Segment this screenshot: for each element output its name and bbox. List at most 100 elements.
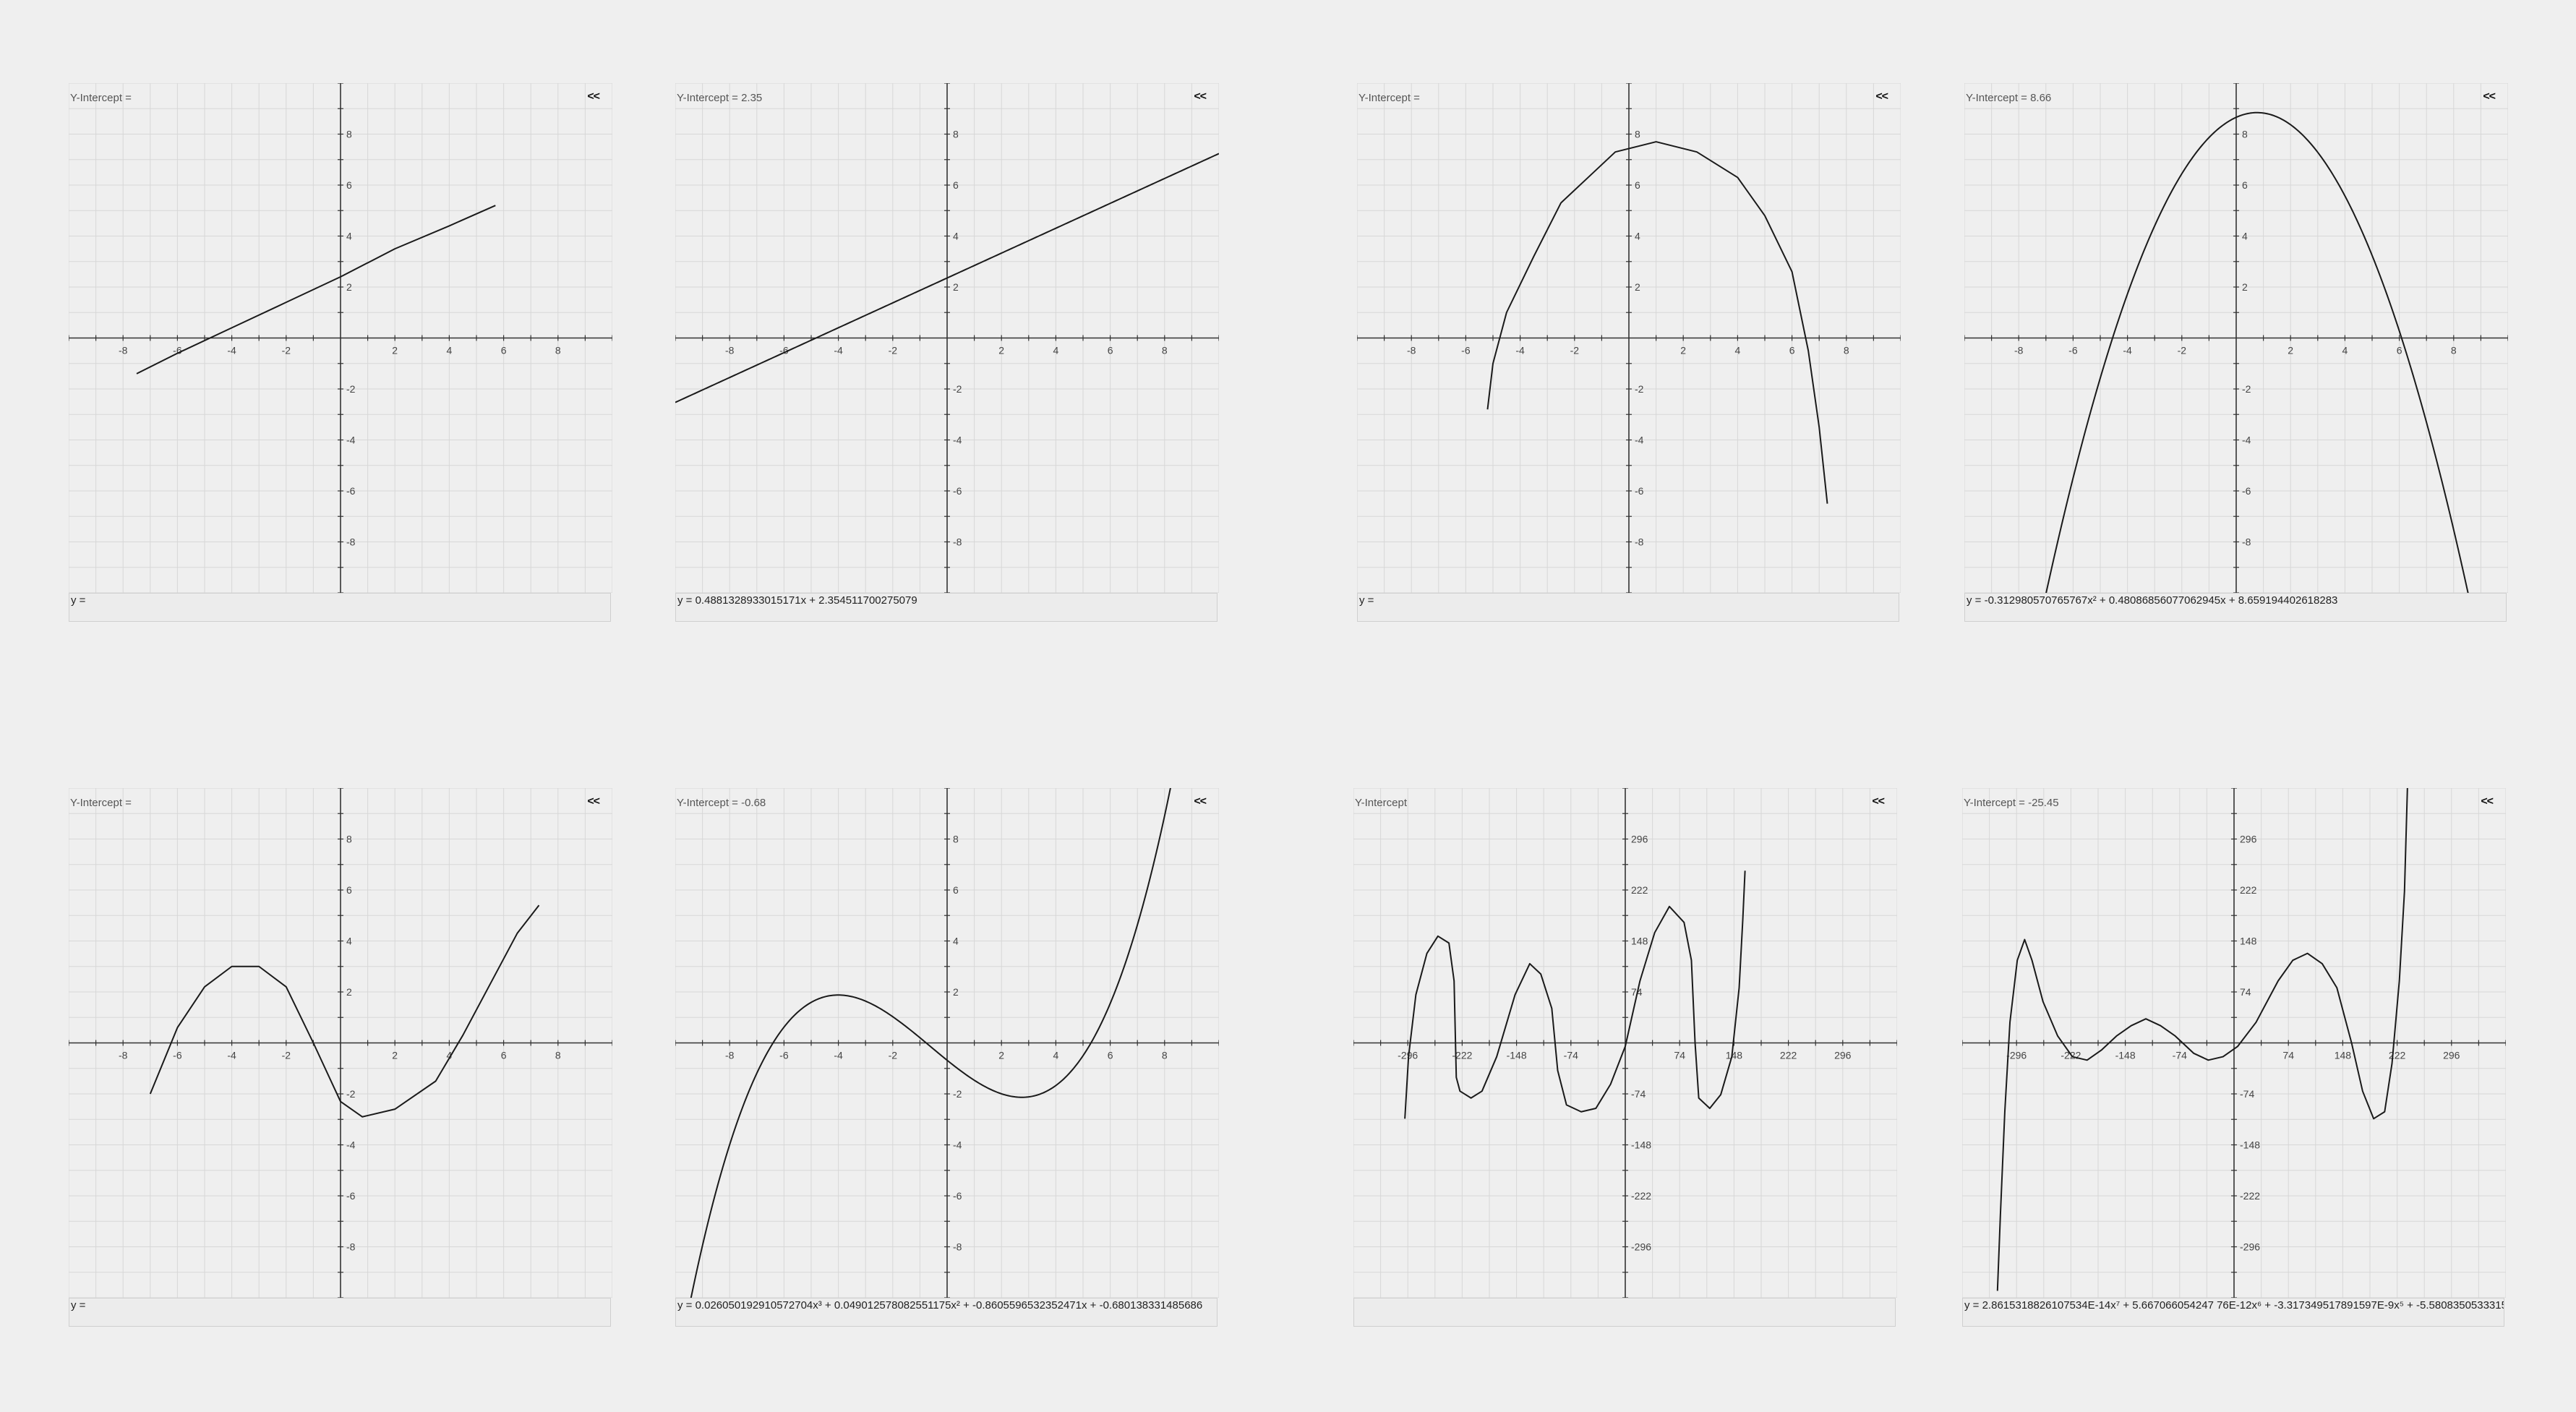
- function-curve: [1404, 870, 1746, 1119]
- y-tick-label: 8: [953, 834, 959, 845]
- equation-field[interactable]: y = 0.026050192910572704x³ + 0.049012578…: [675, 1298, 1218, 1327]
- x-tick-label: -8: [2014, 345, 2024, 356]
- y-tick-label: 296: [1631, 834, 1648, 845]
- x-tick-label: -6: [2068, 345, 2078, 356]
- x-tick-label: -2: [282, 1050, 291, 1061]
- equation-field[interactable]: y = 0.4881328933015171x + 2.354511700275…: [675, 593, 1218, 622]
- x-tick-label: 74: [2282, 1050, 2294, 1061]
- equation-field[interactable]: y =: [69, 1298, 611, 1327]
- plot-panel-7: -296 -296 -222 -222 -148 -148 -74 -74 74 74 148 148…: [1353, 788, 1897, 1345]
- x-tick-label: -8: [119, 1050, 128, 1061]
- x-tick-label: -148: [1507, 1050, 1527, 1061]
- y-tick-label: -4: [1635, 435, 1644, 446]
- function-curve: [675, 153, 1219, 403]
- y-tick-label: -6: [1635, 485, 1644, 497]
- y-tick-label: -222: [1631, 1190, 1651, 1202]
- y-tick-label: 4: [1635, 231, 1640, 242]
- x-tick-label: 8: [1162, 1050, 1168, 1061]
- y-intercept-label: Y-Intercept = 8.66: [1966, 92, 2052, 104]
- x-tick-label: -8: [725, 345, 735, 356]
- x-tick-label: 74: [1674, 1050, 1685, 1061]
- x-tick-label: 4: [1735, 345, 1741, 356]
- y-tick-label: -2: [346, 383, 356, 395]
- y-tick-label: 4: [953, 231, 959, 242]
- equation-field[interactable]: y =: [69, 593, 611, 622]
- y-tick-label: -4: [346, 1139, 356, 1151]
- collapse-button[interactable]: <<: [1194, 90, 1207, 103]
- x-tick-label: 2: [392, 1050, 398, 1061]
- y-tick-label: -74: [1631, 1088, 1646, 1100]
- graph-canvas[interactable]: -296-296-222-222-148-148-74-747474148148…: [1353, 788, 1897, 1298]
- y-tick-label: 2: [2242, 281, 2248, 293]
- x-tick-label: -8: [119, 345, 128, 356]
- y-tick-label: 148: [2240, 936, 2257, 947]
- x-tick-label: -6: [1461, 345, 1471, 356]
- y-intercept-label: Y-Intercept = -25.45: [1964, 797, 2059, 809]
- x-tick-label: 2: [998, 345, 1004, 356]
- x-tick-label: 296: [1834, 1050, 1852, 1061]
- y-intercept-label: Y-Intercept = -0.68: [677, 797, 766, 809]
- equation-field[interactable]: y = 2.8615318826107534E-14x⁷ + 5.6670660…: [1962, 1298, 2504, 1327]
- graph-canvas[interactable]: -296-296-222-222-148-148-74-747474148148…: [1962, 788, 2506, 1298]
- x-tick-label: -296: [2006, 1050, 2027, 1061]
- y-intercept-label: Y-Intercept =: [70, 92, 132, 104]
- x-tick-label: 222: [1780, 1050, 1797, 1061]
- y-tick-label: -2: [953, 383, 962, 395]
- function-curve: [1996, 788, 2408, 1291]
- y-tick-label: 4: [346, 231, 352, 242]
- x-tick-label: 2: [1680, 345, 1686, 356]
- x-tick-label: -4: [227, 345, 236, 356]
- x-tick-label: 6: [1108, 345, 1113, 356]
- x-tick-label: -4: [2123, 345, 2132, 356]
- y-tick-label: 8: [953, 129, 959, 140]
- collapse-button[interactable]: <<: [587, 90, 600, 103]
- plot-panel-5: -8 -8 -6 -6 -4 -4 -2 -2 2 2 4 4 6 6 8 8 Y-Intercept = <…: [69, 788, 612, 1345]
- equation-field[interactable]: y = -0.312980570765767x² + 0.48086856077…: [1964, 593, 2507, 622]
- y-tick-label: 8: [346, 129, 352, 140]
- collapse-button[interactable]: <<: [1194, 795, 1207, 808]
- y-intercept-label: Y-Intercept =: [1358, 92, 1420, 104]
- y-tick-label: -74: [2240, 1088, 2254, 1100]
- plot-panel-2: -8 -8 -6 -6 -4 -4 -2 -2 2 2 4 4 6 6 8 8 Y-Intercept = 2…: [675, 83, 1219, 640]
- collapse-button[interactable]: <<: [1872, 795, 1885, 808]
- plot-panel-4: -8 -8 -6 -6 -4 -4 -2 -2 2 2 4 4 6 6 8 8 Y-Intercept = 8…: [1964, 83, 2508, 640]
- x-tick-label: -222: [1452, 1050, 1472, 1061]
- x-tick-label: 4: [447, 1050, 453, 1061]
- x-tick-label: 148: [1726, 1050, 1743, 1061]
- y-tick-label: -2: [2242, 383, 2251, 395]
- x-tick-label: -4: [227, 1050, 236, 1061]
- y-tick-label: 8: [1635, 129, 1640, 140]
- y-intercept-label: Y-Intercept: [1355, 797, 1407, 809]
- y-tick-label: -296: [2240, 1241, 2260, 1253]
- y-intercept-label: Y-Intercept =: [70, 797, 132, 809]
- function-curve: [2045, 111, 2469, 593]
- x-tick-label: -74: [1564, 1050, 1578, 1061]
- y-tick-label: 222: [2240, 884, 2257, 896]
- y-tick-label: -6: [2242, 485, 2251, 497]
- y-tick-label: 8: [346, 834, 352, 845]
- y-tick-label: 6: [1635, 179, 1640, 191]
- x-tick-label: 8: [555, 345, 561, 356]
- x-tick-label: 8: [1162, 345, 1168, 356]
- collapse-button[interactable]: <<: [2481, 795, 2494, 808]
- equation-field[interactable]: y =: [1357, 593, 1899, 622]
- collapse-button[interactable]: <<: [587, 795, 600, 808]
- collapse-button[interactable]: <<: [1875, 90, 1888, 103]
- collapse-button[interactable]: <<: [2483, 90, 2496, 103]
- x-tick-label: 6: [501, 1050, 507, 1061]
- equation-field[interactable]: [1353, 1298, 1896, 1327]
- x-tick-label: -6: [173, 1050, 182, 1061]
- y-tick-label: -148: [2240, 1139, 2260, 1151]
- x-tick-label: -2: [2178, 345, 2187, 356]
- y-tick-label: -8: [953, 1241, 962, 1253]
- plot-panel-1: -8 -8 -6 -6 -4 -4 -2 -2 2 2 4 4 6 6 8 8 Y-Intercept = <…: [69, 83, 612, 640]
- y-tick-label: -222: [2240, 1190, 2260, 1202]
- y-tick-label: 222: [1631, 884, 1648, 896]
- x-tick-label: -8: [1407, 345, 1416, 356]
